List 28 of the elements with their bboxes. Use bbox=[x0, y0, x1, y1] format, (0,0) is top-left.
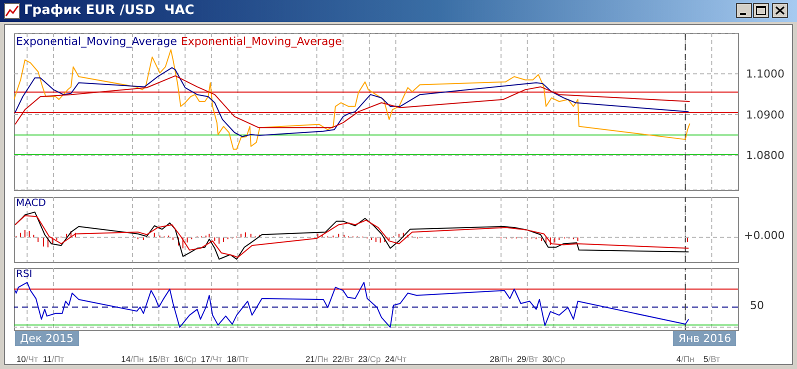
text: Дек 2015 bbox=[15, 331, 78, 346]
text: +0.000 bbox=[744, 229, 785, 242]
text: Exponential_Moving_Average bbox=[180, 35, 342, 48]
x-tick-label: 17/Чт bbox=[200, 354, 222, 364]
x-tick-label: 30/Ср bbox=[542, 354, 566, 364]
x-tick-label: 21/Пн bbox=[305, 354, 328, 364]
series-label: Exponential_Moving_Average bbox=[16, 35, 177, 48]
x-tick-label: 15/Вт bbox=[148, 354, 170, 364]
x-tick-label: 28/Пн bbox=[490, 354, 513, 364]
y-tick-label: 1.0800 bbox=[746, 149, 784, 162]
chart-title: RSI bbox=[16, 269, 32, 280]
x-tick-label: 22/Вт bbox=[332, 354, 354, 364]
x-tick-label: 23/Ср bbox=[358, 354, 382, 364]
x-tick-label: 10/Чт bbox=[16, 354, 38, 364]
x-tick-label: 29/Вт bbox=[516, 354, 538, 364]
y-tick-label: 1.0900 bbox=[746, 108, 784, 122]
x-tick-label: 5/Вт bbox=[703, 354, 720, 364]
x-tick-label: 16/Ср bbox=[174, 354, 197, 364]
text: Янв 2016 bbox=[673, 331, 736, 346]
y-tick-label: 1.1000 bbox=[746, 68, 784, 81]
x-tick-label: 11/Пт bbox=[42, 354, 64, 364]
x-tick-label: 4/Пн bbox=[676, 354, 695, 364]
chart-title: График EUR /USD ЧАС bbox=[24, 3, 194, 18]
x-tick-label: 24/Чт bbox=[385, 354, 407, 364]
text: 50 bbox=[750, 299, 764, 312]
chart-title: MACD bbox=[16, 198, 46, 209]
x-tick-label: 14/Пн bbox=[121, 354, 144, 364]
x-tick-label: 18/Пт bbox=[226, 354, 249, 364]
